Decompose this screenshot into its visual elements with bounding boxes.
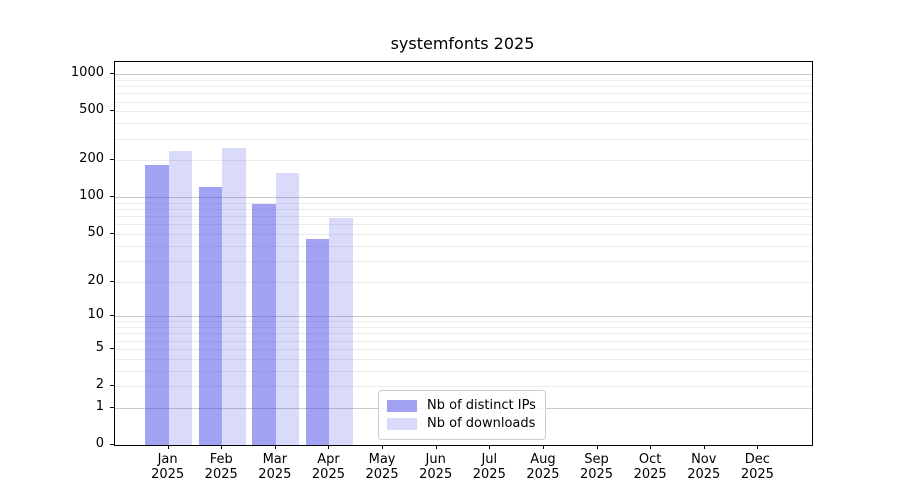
y-gridline-minor [115, 101, 812, 103]
y-tick-mark [110, 444, 114, 445]
y-tick-label: 200 [79, 151, 104, 167]
bar-distinct-ips [198, 186, 223, 445]
y-tick-mark [110, 232, 114, 234]
y-gridline-minor [115, 348, 812, 350]
x-tick-label: Sep 2025 [579, 452, 614, 482]
y-tick-mark [110, 406, 114, 408]
y-tick-mark [110, 110, 114, 112]
x-tick-mark [435, 445, 437, 449]
y-tick-label: 1000 [70, 65, 104, 81]
y-tick-mark [110, 347, 114, 349]
legend-swatch-distinct-ips [387, 399, 417, 412]
y-gridline-minor [115, 233, 812, 235]
x-tick-label: Jan 2025 [151, 452, 185, 482]
y-gridline-major [115, 74, 812, 76]
y-gridline-minor [115, 358, 812, 360]
x-tick-label: Jun 2025 [419, 452, 453, 482]
bar-distinct-ips [252, 204, 276, 445]
y-gridline-minor [115, 386, 812, 388]
x-tick-mark [221, 445, 223, 449]
y-tick-label: 5 [95, 339, 104, 355]
plot-area [114, 61, 813, 446]
y-gridline-minor [115, 224, 812, 226]
x-tick-label: Nov 2025 [687, 452, 721, 482]
legend-item-downloads: Nb of downloads [387, 415, 537, 432]
legend-swatch-downloads [387, 417, 417, 430]
y-tick-label: 500 [79, 102, 104, 118]
chart-title: systemfonts 2025 [390, 34, 535, 53]
y-gridline-minor [115, 209, 812, 211]
y-gridline-minor [115, 111, 812, 113]
bar-downloads [275, 173, 300, 445]
y-tick-label: 20 [87, 272, 104, 288]
bar-distinct-ips [305, 239, 330, 445]
x-tick-mark [757, 445, 759, 449]
y-gridline-minor [115, 321, 812, 323]
y-gridline-minor [115, 79, 812, 81]
bar-distinct-ips [145, 165, 169, 445]
x-tick-mark [650, 445, 652, 449]
bar-downloads [222, 148, 246, 445]
y-tick-mark [110, 159, 114, 161]
x-tick-mark [328, 445, 330, 449]
x-tick-mark [167, 445, 169, 449]
y-tick-label: 1 [95, 398, 104, 414]
x-tick-mark [489, 445, 491, 449]
x-tick-label: May 2025 [365, 452, 399, 482]
y-tick-mark [110, 280, 114, 282]
x-tick-mark [274, 445, 276, 449]
y-gridline-minor [115, 123, 812, 125]
x-tick-mark [542, 445, 544, 449]
y-tick-mark [110, 385, 114, 387]
y-gridline-major [115, 197, 812, 199]
y-gridline-minor [115, 327, 812, 329]
y-gridline-minor [115, 216, 812, 218]
legend-item-distinct-ips: Nb of distinct IPs [387, 397, 537, 414]
x-tick-mark [382, 445, 384, 449]
y-gridline-minor [115, 260, 812, 262]
y-tick-label: 0 [95, 436, 104, 451]
y-tick-mark [110, 73, 114, 75]
y-gridline-minor [115, 245, 812, 247]
y-gridline-minor [115, 93, 812, 95]
x-tick-label: Aug 2025 [526, 452, 560, 482]
bar-downloads [329, 217, 353, 445]
x-tick-label: Dec 2025 [740, 452, 774, 482]
x-tick-label: Mar 2025 [258, 452, 292, 482]
x-tick-mark [596, 445, 598, 449]
y-tick-label: 50 [87, 224, 104, 240]
y-gridline-minor [115, 202, 812, 204]
y-gridline-minor [115, 333, 812, 335]
y-tick-mark [110, 196, 114, 198]
y-gridline-minor [115, 160, 812, 162]
legend-label-distinct-ips: Nb of distinct IPs [427, 398, 536, 413]
x-tick-label: Jul 2025 [472, 452, 506, 482]
y-gridline-minor [115, 281, 812, 283]
x-tick-label: Apr 2025 [311, 452, 345, 482]
y-gridline-minor [115, 86, 812, 88]
y-gridline-minor [115, 340, 812, 342]
y-tick-label: 10 [87, 307, 104, 323]
legend: Nb of distinct IPs Nb of downloads [378, 390, 546, 440]
x-tick-label: Feb 2025 [204, 452, 238, 482]
y-tick-mark [110, 315, 114, 317]
y-gridline-minor [115, 370, 812, 372]
y-gridline-major [115, 316, 812, 318]
x-tick-mark [703, 445, 705, 449]
y-gridline-minor [115, 138, 812, 140]
bar-downloads [168, 150, 193, 445]
x-tick-label: Oct 2025 [633, 452, 667, 482]
y-tick-label: 100 [79, 188, 104, 204]
legend-label-downloads: Nb of downloads [427, 416, 536, 431]
y-tick-label: 2 [95, 377, 104, 393]
